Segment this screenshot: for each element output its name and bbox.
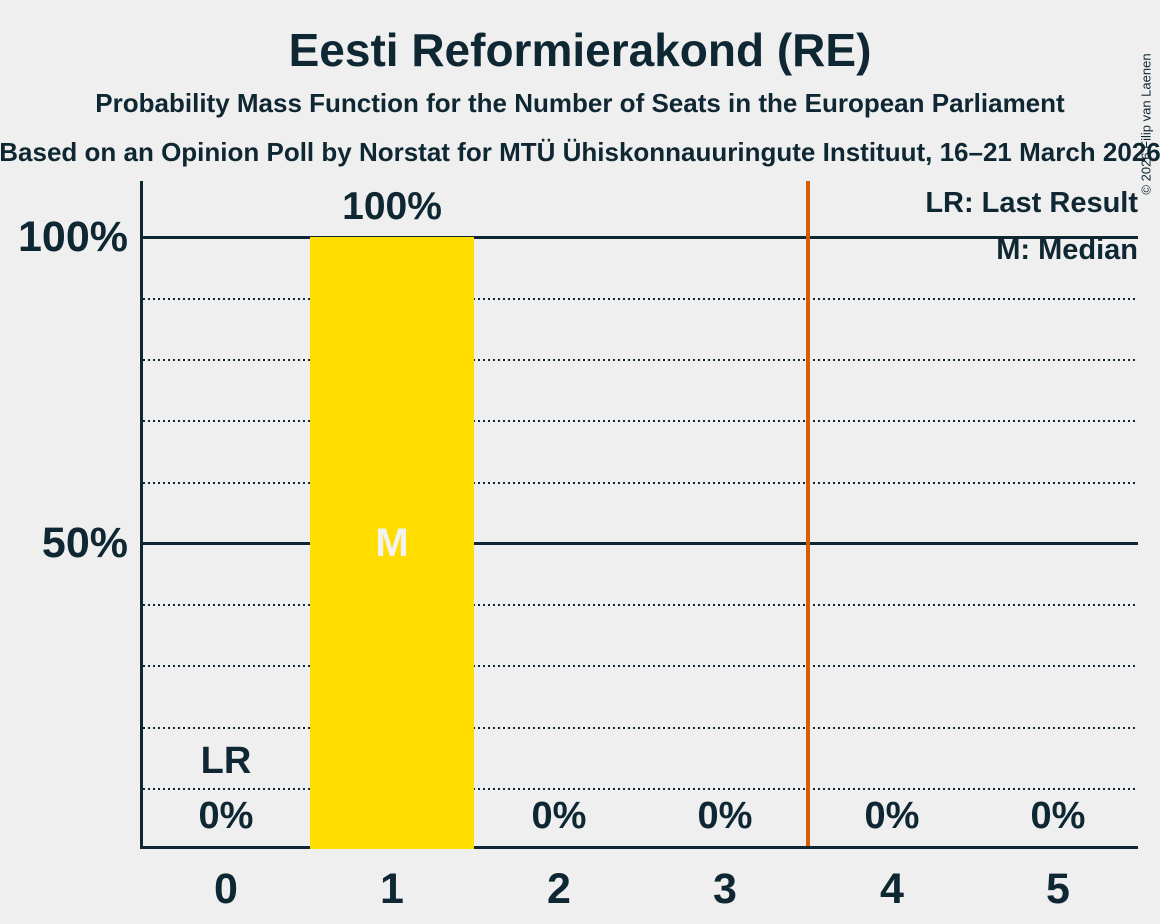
- gridline-70pct: [143, 420, 1138, 422]
- bar-value-label: 0%: [697, 795, 753, 837]
- x-tick-label: 3: [713, 865, 737, 913]
- bar-value-label: 0%: [198, 795, 254, 837]
- bar-value-label: 0%: [864, 795, 920, 837]
- bar-column-2: 0% 2: [476, 181, 642, 911]
- gridline-80pct: [143, 359, 1138, 361]
- bar-value-label: 100%: [342, 185, 442, 228]
- bar-column-4: 0% 4: [809, 181, 975, 911]
- median-annotation: M: [375, 521, 409, 565]
- chart-subtitle: Probability Mass Function for the Number…: [95, 88, 1065, 118]
- bar-value-label: 0%: [531, 795, 587, 837]
- gridline-20pct: [143, 727, 1138, 729]
- y-axis-label-50: 50%: [41, 519, 128, 567]
- gridline-100pct: [143, 236, 1138, 239]
- probability-bar: [310, 237, 474, 849]
- legend-last-result: LR: Last Result: [925, 187, 1138, 219]
- bar-value-label: 0%: [1030, 795, 1086, 837]
- chart-source-line: Based on an Opinion Poll by Norstat for …: [0, 137, 1160, 167]
- x-tick-label: 1: [380, 865, 404, 913]
- last-result-marker-line: [806, 181, 810, 846]
- x-tick-label: 4: [880, 865, 904, 913]
- x-tick-label: 2: [547, 865, 571, 913]
- bar-column-0: LR 0% 0: [143, 181, 309, 911]
- last-result-annotation: LR: [200, 740, 252, 782]
- bar-column-1: 100% M 1: [309, 181, 475, 911]
- copyright-notice: © 2026 Filip van Laenen: [1138, 53, 1154, 195]
- plot-area: LR 0% 0 100% M 1 0% 2 0% 3 0% 4 0%: [140, 181, 1141, 911]
- x-tick-label: 5: [1046, 865, 1070, 913]
- gridline-60pct: [143, 482, 1138, 484]
- page-title: Eesti Reformierakond (RE): [288, 24, 872, 76]
- bar-column-3: 0% 3: [642, 181, 808, 911]
- bar-column-5: 0% 5: [975, 181, 1141, 911]
- gridline-30pct: [143, 665, 1138, 667]
- legend-median: M: Median: [996, 234, 1138, 266]
- gridline-90pct: [143, 298, 1138, 300]
- x-tick-label: 0: [214, 865, 238, 913]
- gridline-50pct: [143, 542, 1138, 545]
- gridline-40pct: [143, 604, 1138, 606]
- y-axis-label-100: 100%: [18, 213, 128, 261]
- gridline-10pct: [143, 788, 1138, 790]
